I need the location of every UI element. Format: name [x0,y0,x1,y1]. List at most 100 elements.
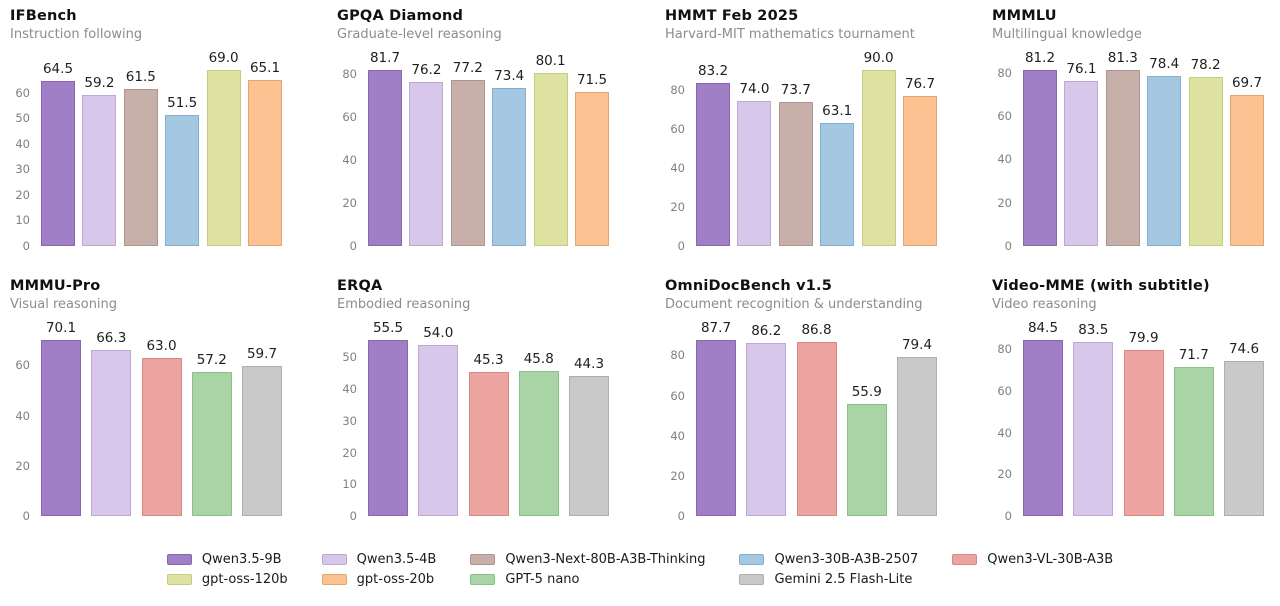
y-axis-tick-label: 20 [15,187,30,202]
bar-gpt-oss-20b [248,79,282,246]
bar-value-label: 71.7 [1178,346,1209,363]
bar-gpt-5-nano [1173,366,1214,516]
y-axis-tick-label: 40 [997,425,1012,440]
bar-value-label: 70.1 [45,320,77,336]
bar-value-label: 66.3 [96,329,127,346]
bar-value-label: 78.2 [1190,56,1221,73]
chart-subtitle: Multilingual knowledge [992,27,1142,42]
bar-qwen3-5-4b [91,349,132,516]
chart-subtitle: Document recognition & understanding [665,297,923,312]
bar-qwen3-5-4b [746,343,787,516]
bar-qwen3-next-80b-a3b-thinking [1105,70,1140,246]
bar-qwen3-5-9b [1023,70,1057,246]
y-axis-tick-label: 60 [342,109,357,124]
y-axis-tick-label: 80 [342,66,357,81]
y-axis-tick-label: 0 [22,509,30,523]
y-axis-tick-label: 40 [15,408,30,423]
chart-subtitle: Embodied reasoning [337,297,471,312]
y-axis-tick-label: 0 [677,239,685,253]
chart-subtitle: Instruction following [10,27,143,42]
bar-value-label: 87.7 [700,320,732,336]
bar-value-label: 81.3 [1107,50,1138,66]
bar-qwen3-5-4b [409,81,444,246]
y-axis-tick-label: 0 [349,239,357,253]
chart-omnidocbench: OmniDocBench v1.5 Document recognition &… [655,272,975,542]
y-axis-tick-label: 80 [670,348,685,363]
y-axis-tick-label: 40 [670,428,685,443]
bar-qwen3-vl-30b-a3b [468,372,509,516]
bar-value-label: 45.8 [523,350,554,367]
y-axis-tick-label: 40 [15,136,30,151]
legend-item-qwen3-vl-30b-a3b: Qwen3-VL-30B-A3B [952,552,1113,567]
bar-value-label: 55.9 [851,383,882,400]
legend-item-qwen3-5-9b: Qwen3.5-9B [166,552,288,567]
y-axis-tick-label: 20 [997,195,1012,210]
y-axis-tick-label: 20 [997,467,1012,482]
bar-value-label: 55.5 [372,320,404,336]
bar-value-label: 76.7 [904,76,936,93]
legend-label: Qwen3.5-4B [356,551,437,567]
bar-qwen3-vl-30b-a3b [796,341,837,516]
bar-value-label: 78.4 [1149,56,1180,73]
y-axis-tick-label: 60 [15,358,30,373]
bar-value-label: 54.0 [423,324,454,341]
bar-value-label: 73.4 [494,67,525,84]
legend-label: gpt-oss-120b [201,571,288,587]
legend-item-qwen3-5-4b: Qwen3.5-4B [321,551,437,567]
chart-title: OmniDocBench v1.5 [665,278,833,294]
y-axis-tick-label: 40 [342,382,357,397]
bar-value-label: 81.2 [1024,50,1056,67]
y-axis-tick-label: 0 [349,509,357,523]
bar-qwen3-vl-30b-a3b [141,357,182,516]
y-axis-tick-label: 20 [670,468,685,483]
chart-subtitle: Graduate-level reasoning [337,27,502,42]
bar-plot: 0 10 20 30 40 50 55.5 54.0 45.3 45.8 44.3 [327,272,647,542]
bar-gpt-oss-120b [861,70,896,246]
y-axis-tick-label: 50 [342,350,357,365]
bar-value-label: 69.0 [208,50,239,66]
y-axis-tick-label: 10 [15,213,30,228]
bar-qwen3-5-4b [1073,342,1114,516]
bar-value-label: 86.8 [801,321,832,338]
chart-title: HMMT Feb 2025 [665,8,799,24]
bar-plot: 0 20 40 60 80 81.7 76.2 77.2 73.4 80.1 71.5 [327,2,647,272]
bar-gemini-2-5-flash-lite [897,356,937,516]
legend-swatch-icon [166,553,192,565]
legend-swatch-icon [739,573,765,585]
chart-mmmu-pro: MMMU-Pro Visual reasoning 0 20 40 60 70.1 66.… [0,272,320,542]
bar-value-label: 74.6 [1228,340,1260,357]
bar-gpt-5-nano [191,372,232,516]
bar-value-label: 76.1 [1066,61,1097,78]
legend-item-gemini-2-5-flash-lite: Gemini 2.5 Flash-Lite [739,572,918,587]
y-axis-tick-label: 10 [342,477,357,492]
bar-value-label: 84.5 [1027,320,1059,336]
legend-label: Gemini 2.5 Flash-Lite [774,571,913,587]
bar-qwen3-5-9b [368,70,402,246]
bar-value-label: 51.5 [167,94,198,111]
y-axis-tick-label: 40 [997,152,1012,167]
bar-value-label: 90.0 [863,50,894,66]
bar-qwen3-vl-30b-a3b [1123,349,1164,516]
legend-swatch-icon [470,553,496,565]
legend-swatch-icon [952,553,978,565]
bar-value-label: 83.2 [697,63,729,80]
y-axis-tick-label: 20 [15,458,30,473]
legend-swatch-icon [321,553,347,565]
bar-qwen3-30b-a3b-2507 [165,114,200,246]
bar-value-label: 45.3 [473,352,504,369]
legend: Qwen3.5-9B gpt-oss-120b Qwen3.5-4B gpt-oss-… [0,549,1280,589]
legend-label: gpt-oss-20b [356,571,435,587]
bar-qwen3-5-4b [418,344,459,516]
bar-qwen3-5-9b [1023,340,1063,516]
bar-value-label: 63.1 [822,102,853,119]
bar-value-label: 44.3 [573,355,605,372]
chart-video-mme: Video-MME (with subtitle) Video reasonin… [982,272,1280,542]
bar-qwen3-next-80b-a3b-thinking [450,79,485,246]
chart-hmmt-feb-2025: HMMT Feb 2025 Harvard-MIT mathematics to… [655,2,975,272]
bar-value-label: 77.2 [452,59,483,76]
bar-gemini-2-5-flash-lite [242,366,282,516]
y-axis-tick-label: 0 [1004,509,1012,523]
chart-title: MMMU-Pro [10,278,101,294]
y-axis-tick-label: 80 [997,342,1012,357]
legend-item-qwen3-next-80b-a3b-thinking: Qwen3-Next-80B-A3B-Thinking [470,552,705,567]
